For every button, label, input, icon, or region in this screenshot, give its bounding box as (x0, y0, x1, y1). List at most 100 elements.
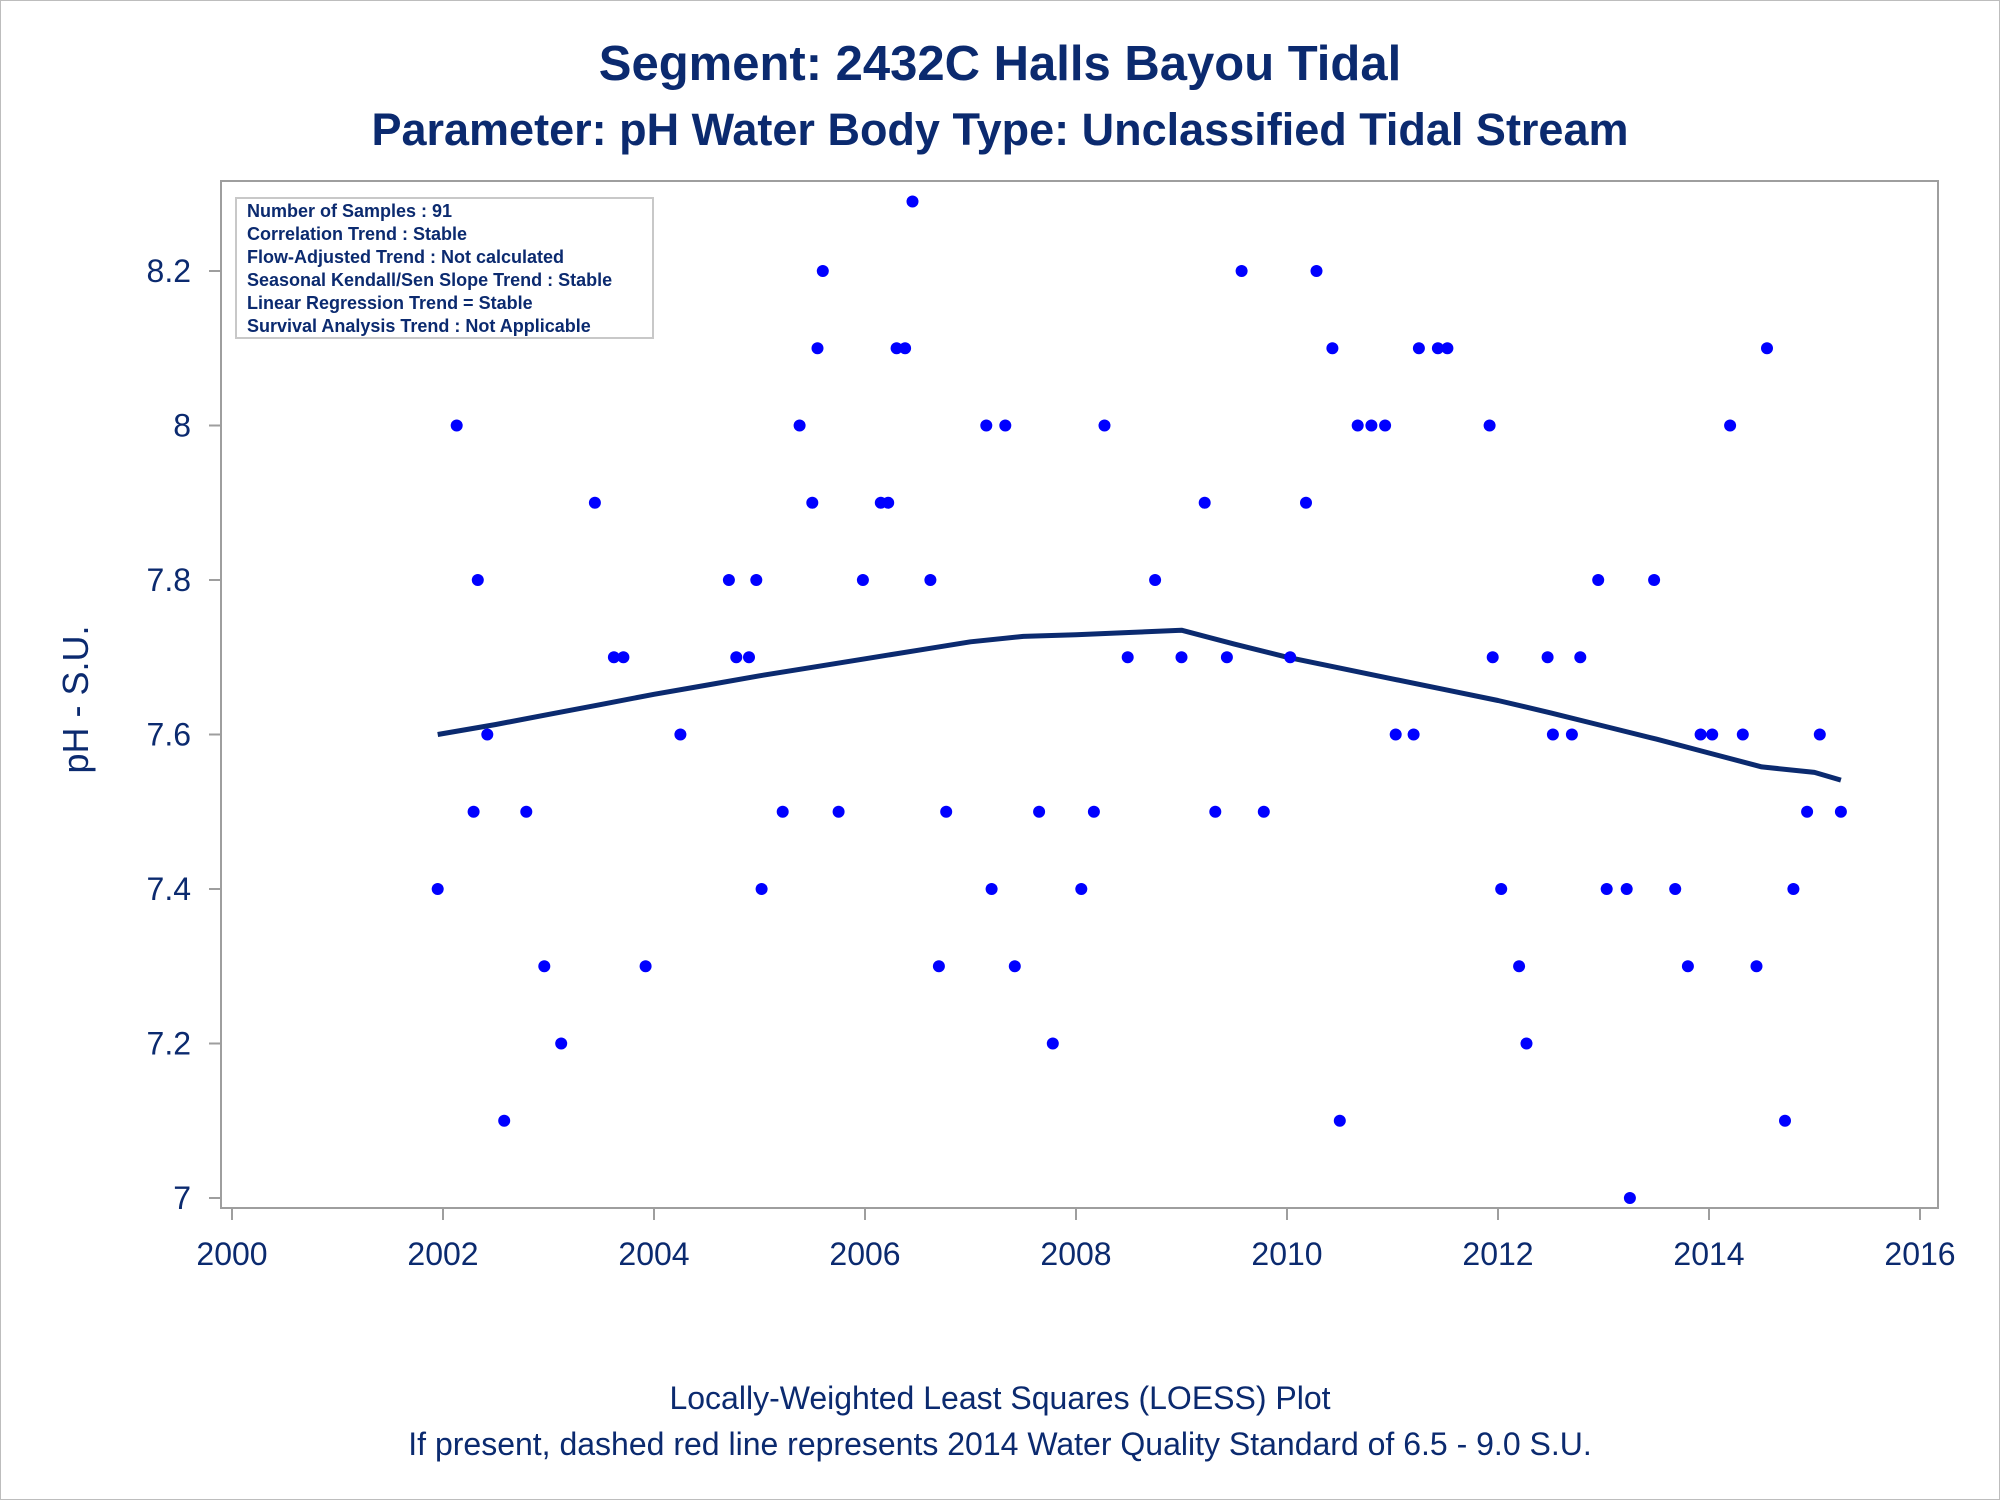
y-tick-label: 7.4 (147, 871, 191, 907)
x-tick-label: 2000 (196, 1236, 267, 1272)
data-point (1513, 960, 1526, 973)
data-points (431, 195, 1847, 1204)
data-point (1389, 728, 1402, 741)
data-point (906, 195, 919, 208)
data-point (1669, 883, 1682, 895)
data-point (985, 883, 998, 895)
data-point (1620, 883, 1633, 895)
data-point (755, 883, 768, 895)
summary-samples: Number of Samples : 91 (247, 201, 452, 221)
data-point (1600, 883, 1613, 895)
data-point (1087, 805, 1100, 818)
data-point (1486, 651, 1499, 664)
data-point (1046, 1037, 1059, 1050)
data-point (1483, 419, 1496, 432)
data-point (924, 574, 937, 586)
data-point (722, 574, 735, 586)
data-point (940, 805, 953, 818)
data-point (1008, 960, 1021, 973)
x-tick-label: 2012 (1462, 1236, 1533, 1272)
data-point (1365, 419, 1378, 432)
x-tick-label: 2006 (829, 1236, 900, 1272)
chart-title: Segment: 2432C Halls Bayou Tidal (598, 37, 1402, 91)
data-point (481, 728, 494, 741)
data-point (471, 574, 484, 586)
data-point (1149, 574, 1162, 586)
data-point (1592, 574, 1605, 586)
summary-survival-analysis: Survival Analysis Trend : Not Applicable (247, 316, 591, 336)
data-point (1075, 883, 1088, 895)
data-point (980, 419, 993, 432)
data-point (467, 805, 480, 818)
summary-seasonal-kendall: Seasonal Kendall/Sen Slope Trend : Stabl… (247, 270, 612, 290)
data-point (856, 574, 869, 586)
data-point (1574, 651, 1587, 664)
data-point (1235, 265, 1248, 277)
data-point (1750, 960, 1763, 973)
data-point (793, 419, 806, 432)
data-point (1681, 960, 1694, 973)
footnote-standard: If present, dashed red line represents 2… (408, 1426, 1592, 1462)
data-point (776, 805, 789, 818)
data-point (1284, 651, 1297, 664)
data-point (890, 342, 903, 355)
data-point (1761, 342, 1773, 355)
data-point (588, 496, 601, 509)
y-tick-label: 8.2 (147, 253, 191, 289)
data-point (832, 805, 845, 818)
data-point (1175, 651, 1188, 664)
data-point (932, 960, 945, 973)
data-point (743, 651, 755, 664)
data-point (1379, 419, 1392, 432)
data-point (730, 651, 743, 664)
trend-summary-box: Number of Samples : 91 Correlation Trend… (235, 197, 654, 339)
data-point (674, 728, 687, 741)
footnote-loess: Locally-Weighted Least Squares (LOESS) P… (669, 1380, 1331, 1416)
data-point (1648, 574, 1661, 586)
plot-area-frame (220, 180, 1939, 1209)
x-tick-label: 2008 (1040, 1236, 1111, 1272)
data-point (1546, 728, 1559, 741)
data-point (1326, 342, 1339, 355)
data-point (1098, 419, 1111, 432)
data-point (1300, 496, 1312, 509)
data-point (1736, 728, 1749, 741)
data-point (1407, 728, 1420, 741)
data-point (1694, 728, 1707, 741)
data-point (1412, 342, 1425, 355)
trend-summary-border (235, 197, 654, 339)
data-point (899, 342, 912, 355)
summary-flow-adjusted: Flow-Adjusted Trend : Not calculated (247, 247, 564, 267)
x-tick-label: 2010 (1251, 1236, 1322, 1272)
data-point (617, 651, 630, 664)
data-point (555, 1037, 568, 1050)
data-point (1779, 1114, 1791, 1127)
data-point (498, 1114, 511, 1127)
data-point (816, 265, 829, 277)
data-point (1724, 419, 1737, 432)
x-tick-label: 2016 (1884, 1236, 1955, 1272)
data-point (1441, 342, 1454, 355)
data-point (1813, 728, 1826, 741)
data-point (450, 419, 463, 432)
data-point (1495, 883, 1508, 895)
summary-linear-regression: Linear Regression Trend = Stable (247, 293, 533, 313)
data-point (1121, 651, 1134, 664)
data-point (811, 342, 824, 355)
data-point (1541, 651, 1554, 664)
data-point (1706, 728, 1719, 741)
data-point (750, 574, 763, 586)
data-point (1220, 651, 1233, 664)
data-point (882, 496, 895, 509)
y-tick-label: 8 (173, 408, 191, 444)
y-tick-label: 7.6 (147, 717, 191, 753)
loess-layer (437, 627, 1842, 783)
data-point (806, 496, 819, 509)
data-point (607, 651, 620, 664)
data-point (1565, 728, 1578, 741)
data-point (1209, 805, 1222, 818)
data-point (1333, 1114, 1346, 1127)
x-tick-label: 2004 (618, 1236, 689, 1272)
data-point (1351, 419, 1364, 432)
